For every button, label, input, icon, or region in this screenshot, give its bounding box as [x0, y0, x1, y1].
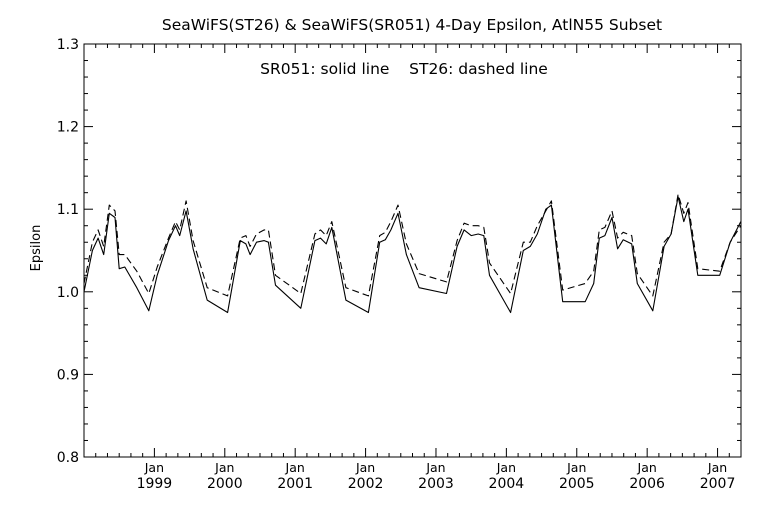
chart-title: SeaWiFS(ST26) & SeaWiFS(SR051) 4-Day Eps… [162, 16, 662, 34]
series-line-st26 [83, 193, 742, 297]
x-tick-year-label: 2007 [700, 476, 736, 492]
x-tick-year-label: 2006 [629, 476, 665, 492]
series-lines [83, 193, 742, 314]
x-tick-year-label: 1999 [137, 476, 173, 492]
x-tick-month-label: Jan [144, 460, 164, 475]
x-tick-month-label: Jan [637, 460, 657, 475]
y-tick-label: 1.1 [57, 202, 79, 218]
x-tick-year-label: 2004 [489, 476, 525, 492]
series-line-sr051 [83, 196, 742, 314]
y-tick-label: 0.8 [57, 450, 79, 466]
x-tick-year-label: 2002 [348, 476, 384, 492]
x-tick-month-label: Jan [355, 460, 375, 475]
y-tick-label: 1.2 [57, 120, 79, 136]
plot-frame [83, 43, 742, 458]
y-tick-label: 0.9 [57, 367, 79, 383]
line-style-annotation: SR051: solid line ST26: dashed line [260, 60, 548, 78]
y-tick-label: 1.3 [57, 37, 79, 53]
x-tick-month-label: Jan [214, 460, 234, 475]
x-axis: Jan1999Jan2000Jan2001Jan2002Jan2003Jan20… [95, 44, 736, 492]
x-tick-year-label: 2000 [207, 476, 243, 492]
x-tick-year-label: 2001 [277, 476, 313, 492]
x-tick-month-label: Jan [707, 460, 727, 475]
x-tick-month-label: Jan [566, 460, 586, 475]
x-tick-month-label: Jan [425, 460, 445, 475]
y-axis-label: Epsilon [29, 225, 44, 272]
x-tick-year-label: 2003 [418, 476, 454, 492]
x-tick-month-label: Jan [285, 460, 305, 475]
x-tick-year-label: 2005 [559, 476, 595, 492]
x-tick-month-label: Jan [496, 460, 516, 475]
y-axis: 0.8 0.9 1.0 1.1 1.2 1.3 [57, 37, 741, 466]
y-tick-label: 1.0 [57, 285, 79, 301]
